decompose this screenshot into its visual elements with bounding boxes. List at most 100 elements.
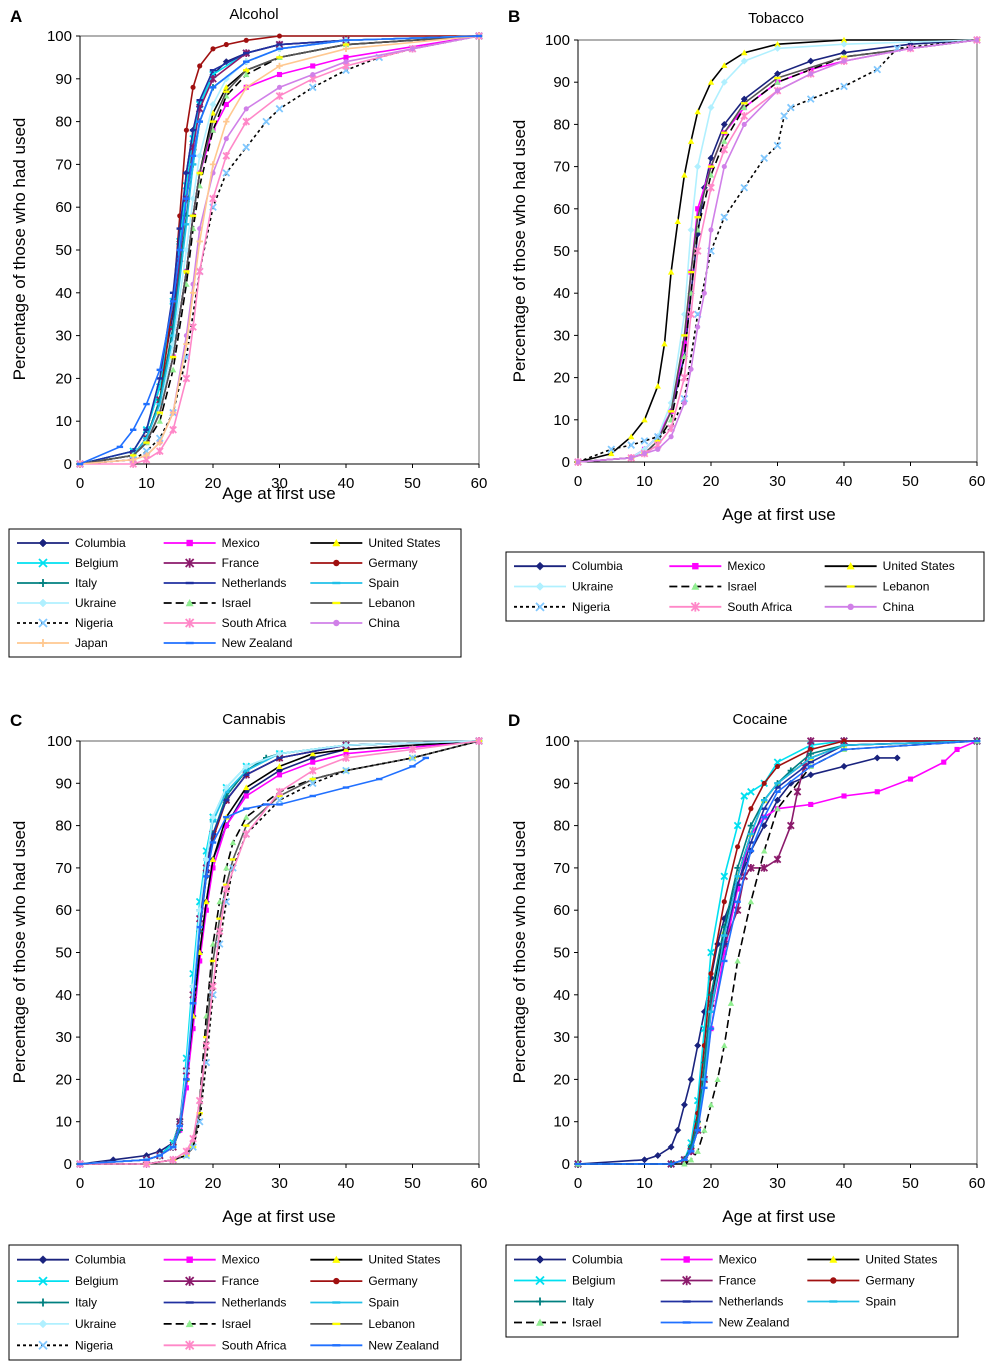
data-point [176, 248, 183, 252]
data-point [773, 855, 782, 864]
series-south-africa [76, 737, 483, 1168]
legend-label: Belgium [572, 1274, 615, 1288]
data-point [243, 51, 250, 55]
legend-entry-nigeria: Nigeria [17, 616, 113, 630]
legend-marker [38, 618, 48, 628]
x-tick-label: 0 [574, 473, 582, 490]
legend-entry-italy: Italy [514, 1295, 594, 1309]
y-tick-label: 90 [55, 775, 72, 792]
data-point [667, 1162, 675, 1166]
legend-label: Ukraine [75, 596, 117, 610]
series-line-united-states [578, 740, 978, 1165]
data-point [143, 402, 150, 406]
data-point [628, 433, 635, 440]
data-point [694, 1128, 701, 1132]
data-point [761, 815, 768, 819]
legend-marker [185, 1276, 195, 1286]
data-point [276, 794, 283, 798]
legend-marker [332, 539, 341, 547]
legend-marker [185, 1301, 194, 1304]
data-point [694, 1042, 702, 1050]
legend-label: Germany [368, 1274, 417, 1288]
data-point [807, 760, 814, 764]
data-point [807, 771, 815, 779]
data-point [786, 103, 795, 112]
data-point [740, 792, 749, 800]
legend-entry-south-africa: South Africa [163, 1338, 287, 1352]
legend-entry-belgium: Belgium [17, 1274, 118, 1288]
y-tick-label: 70 [55, 156, 72, 173]
data-point [116, 445, 124, 449]
y-tick-label: 10 [553, 412, 570, 429]
data-point [182, 1147, 191, 1156]
x-tick-label: 0 [76, 475, 84, 492]
data-point [807, 750, 814, 757]
data-point [143, 1158, 150, 1161]
data-point [740, 57, 748, 65]
data-point [873, 754, 881, 762]
data-point [342, 754, 350, 762]
legend-entry-israel: Israel [669, 580, 757, 594]
x-axis-label: Age at first use [722, 505, 835, 524]
y-tick-label: 60 [55, 199, 72, 216]
data-point [727, 1000, 735, 1006]
legend-label: Columbia [572, 559, 623, 573]
series-mexico [575, 37, 980, 465]
data-point [209, 940, 217, 947]
series-line-israel [577, 39, 978, 463]
y-tick-label: 20 [55, 370, 72, 387]
y-tick-label: 40 [553, 987, 570, 1004]
series-line-china [79, 35, 480, 465]
data-point [156, 439, 163, 446]
series-israel [574, 36, 981, 465]
legend-entry-italy: Italy [17, 576, 97, 590]
legend-label: Nigeria [75, 1338, 113, 1352]
panel-letter-d: D [508, 711, 520, 730]
y-tick-label: 100 [47, 28, 72, 45]
data-point [760, 154, 769, 162]
data-point [747, 849, 755, 853]
data-point [229, 858, 237, 861]
data-point [409, 765, 416, 768]
series-line-mexico [578, 740, 978, 1165]
data-point [275, 796, 284, 805]
data-point [840, 55, 848, 59]
data-point [343, 54, 349, 60]
series-line-south-africa [80, 35, 480, 465]
data-point [741, 104, 748, 111]
y-tick-label: 40 [553, 285, 570, 302]
legend-entry-italy: Italy [17, 1296, 97, 1310]
x-tick-label: 50 [404, 1175, 421, 1192]
data-point [222, 152, 231, 160]
y-tick-label: 30 [55, 328, 72, 345]
data-point [740, 183, 749, 192]
data-point [680, 394, 689, 403]
series-japan [76, 32, 483, 468]
y-axis-label: Percentage of those who had used [510, 821, 529, 1084]
data-point [243, 773, 250, 777]
series-ukraine [76, 737, 483, 1168]
data-point [276, 763, 283, 769]
legend-marker [535, 602, 545, 612]
legend-label: France [222, 1274, 260, 1288]
data-point [707, 991, 715, 998]
data-point [681, 1158, 688, 1161]
data-point [76, 462, 84, 466]
data-point [707, 154, 715, 162]
legend-marker [683, 1256, 690, 1263]
data-point [276, 33, 283, 39]
y-tick-label: 0 [64, 456, 72, 473]
data-point [733, 821, 742, 830]
data-point [694, 1148, 701, 1154]
data-point [243, 824, 250, 827]
data-point [209, 86, 217, 89]
data-point [209, 161, 217, 168]
legend-entry-new-zealand: New Zealand [163, 636, 292, 650]
data-point [343, 59, 349, 65]
data-point [687, 1150, 695, 1153]
legend-entry-mexico: Mexico [660, 1253, 757, 1267]
data-point [707, 948, 715, 957]
y-tick-label: 80 [55, 114, 72, 131]
legend-label: Mexico [719, 1253, 757, 1267]
legend-label: Spain [865, 1295, 896, 1309]
